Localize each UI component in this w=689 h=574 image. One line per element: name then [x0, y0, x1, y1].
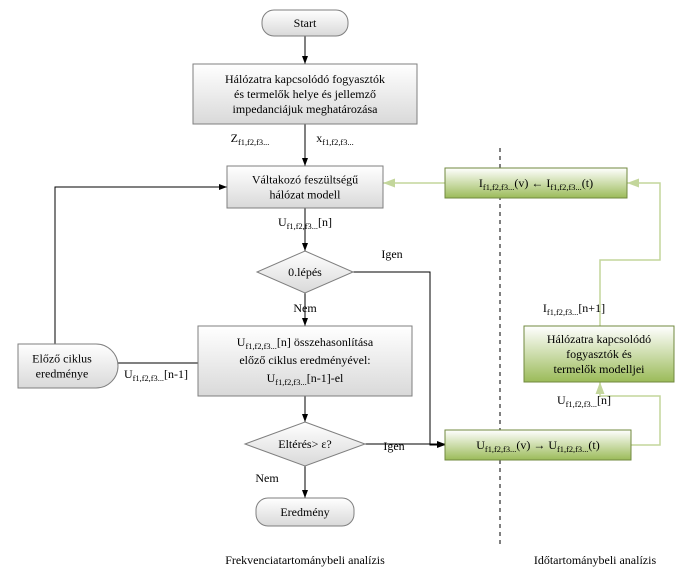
footer-right: Időtartománybeli analízis: [534, 553, 657, 567]
edge-prev_t-n2_l: [55, 187, 227, 344]
node-g_u: Uf1,f2,f3...(v) → Uf1,f2,f3...(t): [445, 430, 631, 460]
node-prev: Előző cikluseredménye: [18, 344, 118, 388]
node-result: Eredmény: [256, 498, 354, 526]
svg-text:Váltakozó feszültségű: Váltakozó feszültségű: [252, 173, 358, 187]
svg-text:Előző ciklus: Előző ciklus: [32, 352, 92, 366]
svg-text:fogyasztók és: fogyasztók és: [566, 347, 632, 361]
node-n3: Uf1,f2,f3...[n] összehasonlításaelőző ci…: [198, 326, 412, 396]
svg-text:előző ciklus eredményével:: előző ciklus eredményével:: [239, 353, 370, 367]
svg-text:impedanciájuk meghatározása: impedanciájuk meghatározása: [233, 102, 379, 116]
nodes: Start Hálózatra kapcsolódó fogyasztókés t…: [18, 10, 674, 526]
node-n1: Hálózatra kapcsolódó fogyasztókés termel…: [193, 64, 417, 124]
node-n2: Váltakozó feszültségűhálózat modell: [227, 166, 383, 208]
svg-text:termelők modelljei: termelők modelljei: [554, 362, 646, 376]
node-g_model: Hálózatra kapcsolódófogyasztók éstermelő…: [524, 326, 674, 382]
node-start-label: Start: [294, 16, 317, 30]
node-g_i: If1,f2,f3...(v) ← If1,f2,f3...(t): [445, 168, 627, 198]
label-z_label: Zf1,f2,f3...: [231, 131, 270, 147]
label-u_n_m1: Uf1,f2,f3...[n-1]: [124, 367, 188, 383]
label-nem2: Nem: [255, 471, 279, 485]
label-i_np1: If1,f2,f3...[n+1]: [543, 301, 605, 317]
svg-text:Hálózatra kapcsolódó fogyasztó: Hálózatra kapcsolódó fogyasztók: [225, 72, 385, 86]
node-result-label: Eredmény: [280, 505, 329, 519]
label-u_n_r: Uf1,f2,f3...[n]: [557, 393, 611, 409]
svg-text:Eltérés> ε?: Eltérés> ε?: [278, 437, 331, 451]
node-d1: 0.lépés: [257, 251, 353, 293]
label-igen2: Igen: [383, 439, 404, 453]
svg-text:hálózat modell: hálózat modell: [270, 188, 342, 202]
svg-text:Hálózatra kapcsolódó: Hálózatra kapcsolódó: [547, 332, 651, 346]
svg-text:eredménye: eredménye: [36, 367, 89, 381]
label-x_label: xf1,f2,f3...: [316, 131, 353, 147]
node-start: Start: [262, 10, 348, 36]
label-nem1: Nem: [293, 301, 317, 315]
label-igen1: Igen: [381, 247, 402, 261]
footer-left: Frekvenciatartománybeli analízis: [225, 553, 385, 567]
svg-text:és termelők helye és jellemző: és termelők helye és jellemző: [234, 87, 376, 101]
edge-g_model_t-g_i_r: [600, 183, 660, 326]
svg-text:0.lépés: 0.lépés: [288, 265, 322, 279]
node-d2: Eltérés> ε?: [245, 422, 365, 466]
